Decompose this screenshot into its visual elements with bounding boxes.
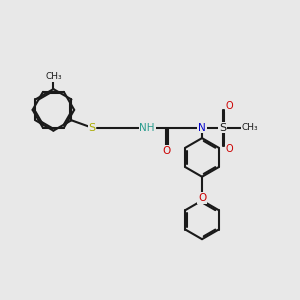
- Text: N: N: [198, 123, 206, 133]
- Text: CH₃: CH₃: [45, 72, 62, 81]
- Text: S: S: [88, 123, 96, 133]
- Text: O: O: [198, 193, 206, 203]
- Text: CH₃: CH₃: [242, 123, 259, 132]
- Text: O: O: [226, 101, 233, 111]
- Text: S: S: [219, 123, 226, 133]
- Text: O: O: [226, 144, 233, 154]
- Text: O: O: [162, 146, 170, 156]
- Text: NH: NH: [139, 123, 155, 133]
